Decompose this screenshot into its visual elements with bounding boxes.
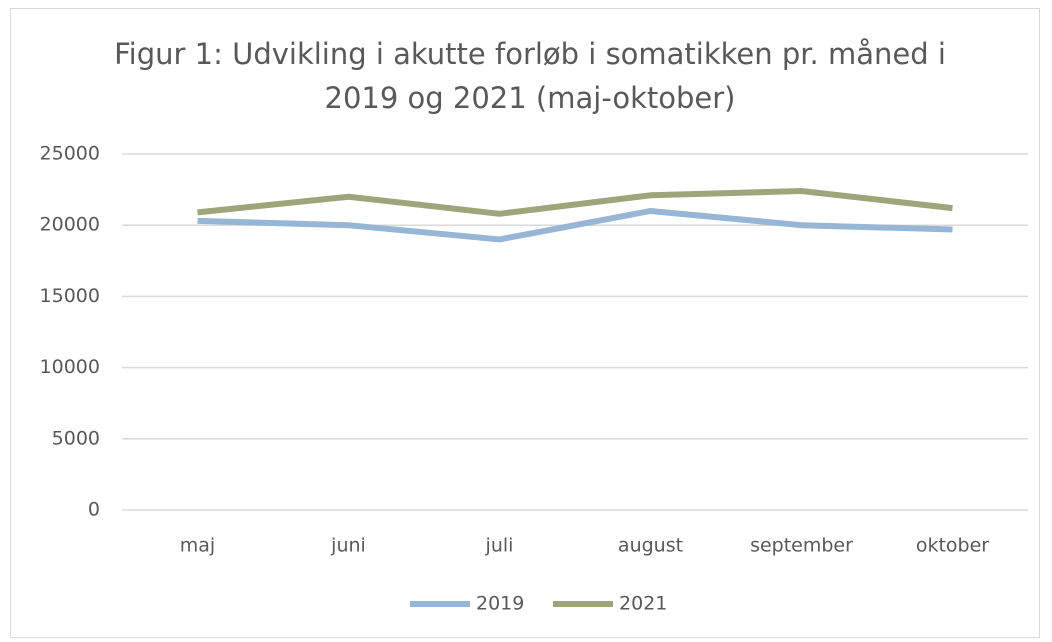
x-tick-label: juli [485, 535, 514, 557]
series-line [197, 207, 953, 243]
chart-title: Figur 1: Udvikling i akutte forløb i som… [114, 37, 946, 115]
y-tick-label: 15000 [40, 285, 100, 307]
y-tick-label: 10000 [40, 356, 100, 378]
y-tick-label: 20000 [40, 214, 100, 236]
x-tick-label: august [618, 535, 683, 557]
chart-frame [10, 8, 1040, 638]
y-tick-label: 0 [88, 499, 100, 521]
x-tick-label: oktober [916, 535, 989, 557]
x-tick-label: september [750, 535, 853, 557]
legend-label: 2019 [476, 593, 524, 615]
series-line [197, 188, 953, 217]
x-tick-label: maj [180, 535, 215, 557]
y-tick-label: 5000 [52, 427, 100, 449]
legend-label: 2021 [619, 593, 667, 615]
x-tick-label: juni [330, 535, 366, 557]
y-tick-label: 25000 [40, 143, 100, 165]
